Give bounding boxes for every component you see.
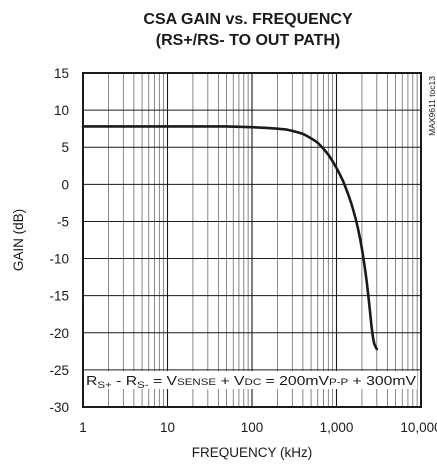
x-tick-label: 100: [241, 420, 264, 435]
x-tick-label: 1,000: [320, 420, 354, 435]
y-axis-label: GAIN (dB): [11, 209, 26, 271]
y-tick-label: -10: [49, 252, 69, 267]
y-tick-label: 15: [54, 66, 69, 81]
gain-curve: [81, 125, 379, 351]
chart-title: CSA GAIN vs. FREQUENCY: [143, 11, 353, 28]
series-layer: [81, 125, 379, 351]
condition-backdrop: [86, 371, 417, 389]
x-axis-label: FREQUENCY (kHz): [192, 445, 313, 460]
grid: [83, 73, 421, 407]
y-tick-label: 10: [54, 103, 69, 118]
tick-labels: 1 10 100 1,000 10,000 15 10 5 0 -5 -10 -15 -20 -25 -30: [49, 66, 437, 435]
x-tick-label: 10: [160, 420, 175, 435]
figure-id-note: MAX9611 toc13: [427, 76, 437, 136]
y-tick-label: -15: [49, 289, 69, 304]
y-tick-label: -20: [49, 326, 69, 341]
y-tick-label: -5: [57, 214, 69, 229]
y-tick-label: -25: [49, 363, 69, 378]
test-condition: R S+ - R S- = V SENSE + V DC = 200mV P-P + 30…: [86, 373, 416, 391]
x-tick-label: 10,000: [400, 420, 437, 435]
x-tick-label: 1: [79, 420, 87, 435]
plot-frame: [82, 72, 422, 408]
y-tick-label: -30: [49, 400, 69, 415]
y-tick-label: 0: [61, 177, 69, 192]
y-tick-label: 5: [61, 140, 69, 155]
chart-subtitle: (RS+/RS- TO OUT PATH): [156, 32, 340, 49]
